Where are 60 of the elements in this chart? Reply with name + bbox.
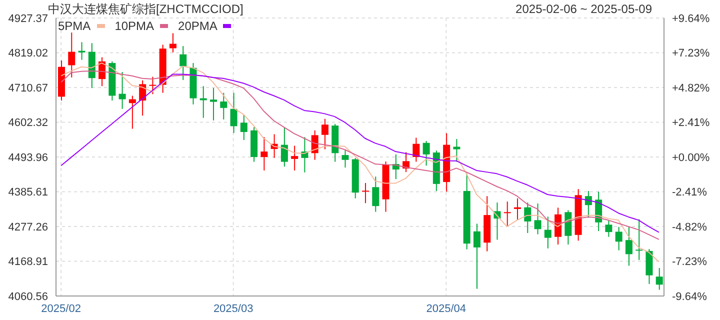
candlestick xyxy=(372,176,380,212)
y-tick-label: 4927.37 xyxy=(8,12,48,25)
candlestick xyxy=(534,202,542,235)
y2-tick-label: +9.64% xyxy=(672,12,710,25)
candlestick xyxy=(615,226,622,251)
candlestick xyxy=(625,226,632,266)
candlestick xyxy=(291,145,298,171)
candlestick xyxy=(473,223,480,290)
legend-label: 20PMA xyxy=(178,19,218,33)
y-tick-label: 4602.32 xyxy=(8,117,48,130)
candlestick xyxy=(656,267,663,290)
candlestick xyxy=(260,136,268,171)
y-tick-label: 4168.91 xyxy=(8,256,48,268)
chart-subtitle: 2025-02-06 ~ 2025-05-09 xyxy=(516,2,652,16)
y2-tick-label: -4.82% xyxy=(672,221,708,234)
candlestick xyxy=(149,76,156,95)
candlestick xyxy=(514,198,521,220)
candlestick xyxy=(412,137,420,162)
candlestick xyxy=(636,218,643,260)
candlestick xyxy=(169,32,176,53)
candlestick xyxy=(342,150,349,168)
y-tick-label: 4710.67 xyxy=(8,82,48,94)
y2-tick-label: +0.00% xyxy=(672,152,710,164)
candlestick xyxy=(280,126,288,168)
candlestick xyxy=(564,210,572,246)
y-tick-label: 4277.26 xyxy=(8,221,48,234)
y2-tick-label: +2.41% xyxy=(672,117,710,130)
y2-tick-label: +4.82% xyxy=(672,82,710,94)
candlestick xyxy=(422,140,430,166)
candlestick xyxy=(362,182,369,204)
x-tick-label: 2025/04 xyxy=(426,302,466,315)
candlestick xyxy=(321,118,328,150)
candlestick xyxy=(180,46,187,81)
candlestick xyxy=(220,92,228,120)
candlestick xyxy=(78,42,86,60)
candlestick xyxy=(230,92,238,134)
legend-label: 5PMA xyxy=(58,19,91,33)
y2-tick-label: +7.23% xyxy=(672,48,710,60)
candlestick xyxy=(240,114,248,140)
candlestick xyxy=(68,32,76,78)
candlestick xyxy=(524,202,532,234)
candlestick xyxy=(605,220,612,238)
y-tick-label: 4060.56 xyxy=(8,290,48,303)
x-tick-label: 2025/03 xyxy=(213,302,254,315)
y2-tick-label: -2.41% xyxy=(672,186,708,199)
candlestick xyxy=(118,72,126,110)
candlestick xyxy=(554,207,562,246)
y-tick-label: 4385.61 xyxy=(8,186,48,199)
y2-tick-label: -7.23% xyxy=(672,256,708,268)
y-tick-label: 4493.96 xyxy=(8,152,48,164)
candlestick xyxy=(504,201,511,226)
candlestick xyxy=(453,138,460,162)
legend-label: 10PMA xyxy=(114,19,154,33)
x-tick-label: 2025/02 xyxy=(41,302,81,315)
y-tick-label: 4819.02 xyxy=(8,48,48,60)
candlestick xyxy=(544,216,552,249)
y2-tick-label: -9.64% xyxy=(672,290,708,303)
candlestick xyxy=(210,88,217,121)
candlestick xyxy=(128,95,136,130)
chart-title: 中汉大连煤焦矿综指[ZHCTMCCIOD] xyxy=(48,2,244,16)
